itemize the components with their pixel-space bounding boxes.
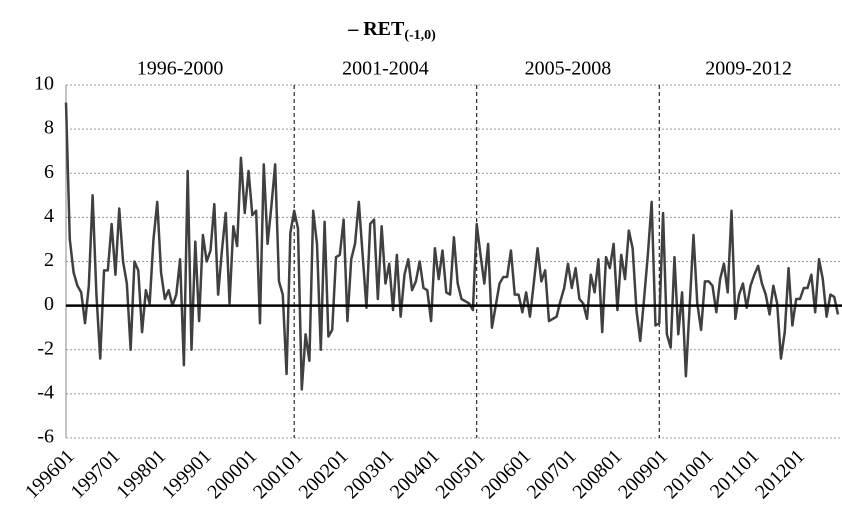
data-line [64,102,840,391]
y-tick-label: 6 [44,161,54,183]
chart-title: – RET(-1,0) [347,18,436,44]
y-tick-label: -6 [37,426,54,448]
title-subscript: (-1,0) [404,28,436,43]
x-tick-label: 200701 [523,445,581,503]
y-tick-label: 10 [34,73,54,95]
y-tick-label: -4 [37,381,54,403]
x-tick-label: 199601 [21,445,79,503]
x-tick-label: 200301 [340,445,398,503]
x-tick-label: 200901 [614,445,672,503]
x-tick-label: 201201 [751,445,809,503]
x-tick-label: 199701 [66,445,124,503]
y-tick-label: 2 [44,249,54,271]
x-tick-label: 200001 [203,445,261,503]
x-tick-label: 199901 [158,445,216,503]
x-tick-label: 201001 [660,445,718,503]
x-tick-label: 200401 [386,445,444,503]
x-tick-label: 200801 [568,445,626,503]
x-tick-label: 201101 [706,445,763,502]
y-tick-label: 0 [44,293,54,315]
y-tick-label: 8 [44,117,54,139]
x-tick-label: 200501 [432,445,490,503]
x-tick-label: 200101 [249,445,307,503]
period-label: 2001-2004 [342,58,429,80]
period-label: 2009-2012 [705,58,792,80]
x-tick-label: 200601 [477,445,535,503]
period-label: 1996-2000 [137,58,224,80]
y-tick-label: -2 [37,337,54,359]
title-main: – RET [347,18,405,40]
x-tick-label: 200201 [295,445,353,503]
x-tick-label: 199801 [112,445,170,503]
period-label: 2005-2008 [525,58,612,80]
y-tick-label: 4 [44,205,54,227]
